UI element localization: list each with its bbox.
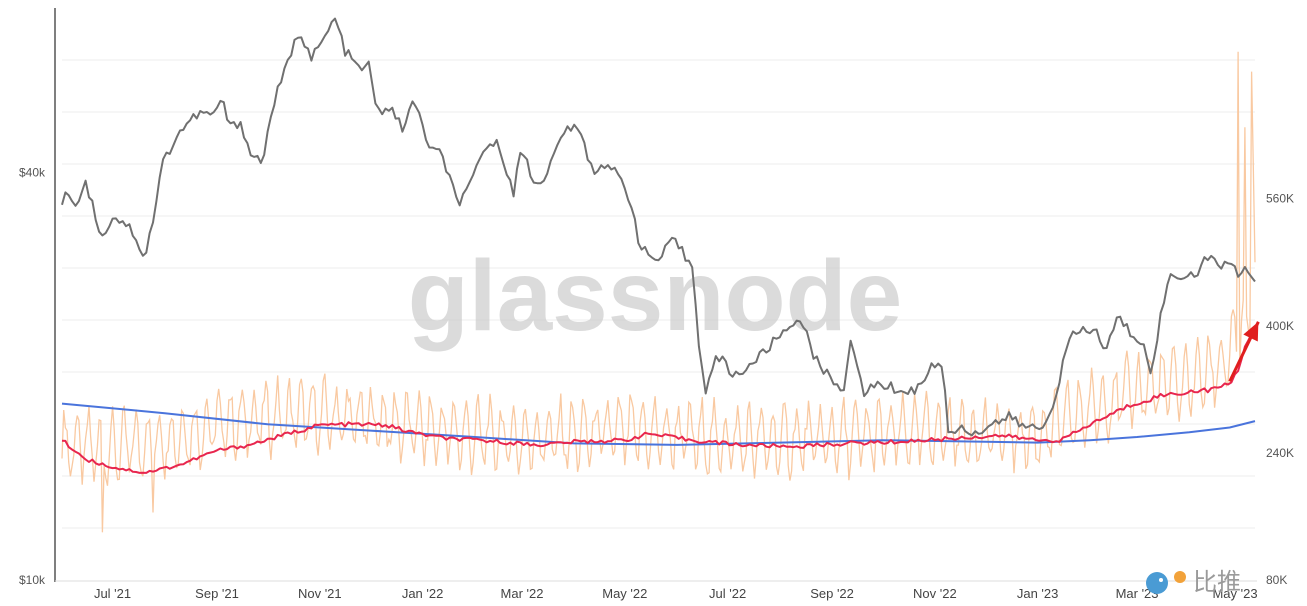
price-line: [61, 17, 1256, 437]
x-axis-tick-label: Jul '22: [709, 586, 746, 601]
right-axis-tick-label: 80K: [1266, 573, 1287, 587]
bird-logo-icon: [1146, 572, 1168, 594]
x-axis-tick-label: Nov '22: [913, 586, 957, 601]
left-axis-tick-label: $10k: [19, 573, 46, 587]
x-axis-tick-label: Jan '22: [402, 586, 444, 601]
x-axis-tick-label: Mar '22: [501, 586, 544, 601]
grid-layer: [62, 59, 1255, 529]
x-axis-tick-label: Nov '21: [298, 586, 342, 601]
addresses-daily-series-line: [61, 51, 1256, 533]
x-axis-tick-label: Sep '22: [810, 586, 854, 601]
annotation-layer: [1228, 321, 1260, 383]
addresses-long-ma-line: [61, 402, 1256, 446]
watermark: glassnode: [408, 240, 903, 352]
right-axis-tick-label: 240K: [1266, 446, 1294, 460]
annotation-arrow-head-icon: [1243, 321, 1259, 342]
x-axis-tick-label: Jan '23: [1017, 586, 1059, 601]
right-axis-tick-label: 560K: [1266, 192, 1294, 206]
x-axis-tick-label: May '22: [602, 586, 647, 601]
x-axis-tick-label: May '23: [1212, 586, 1257, 601]
axis-layer: $10k $40k 80K 240K 400K 560K Jul '21 Sep '21 Nov…: [19, 8, 1294, 601]
addresses-short-ma-line: [61, 326, 1256, 474]
bitcoin-coin-icon: [1174, 571, 1186, 583]
x-axis-tick-label: Jul '21: [94, 586, 131, 601]
bird-logo-icon-eye: [1159, 578, 1163, 582]
x-axis-tick-label: Mar '23: [1116, 586, 1159, 601]
series-layer: [61, 17, 1256, 533]
badge: 比推: [1146, 568, 1241, 596]
x-axis-tick-label: Sep '21: [195, 586, 239, 601]
right-axis-tick-label: 400K: [1266, 319, 1294, 333]
badge-text: 比推: [1193, 568, 1241, 596]
left-axis-tick-label: $40k: [19, 165, 46, 179]
